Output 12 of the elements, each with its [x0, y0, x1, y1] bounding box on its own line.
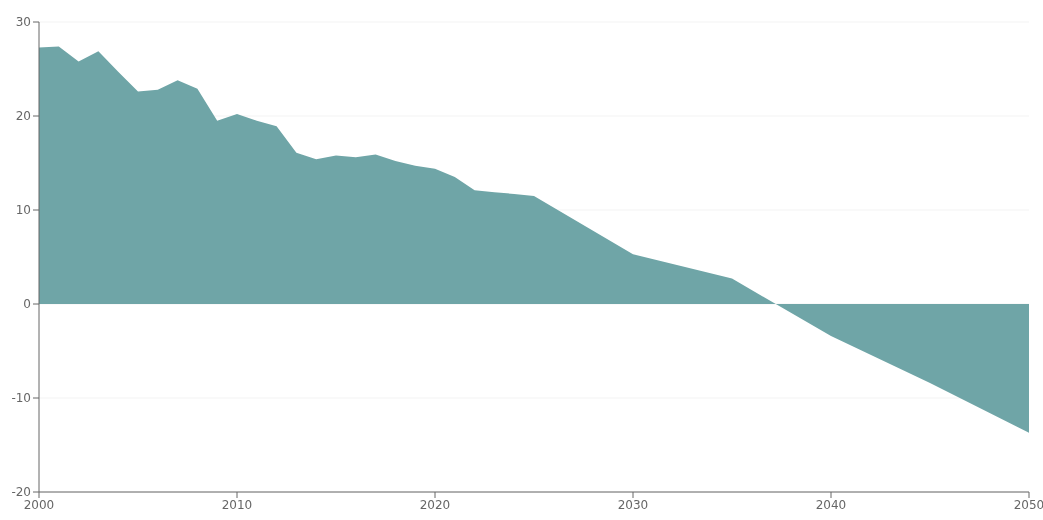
x-tick-label: 2050	[1013, 497, 1043, 512]
y-tick-label: -10	[11, 391, 31, 406]
x-tick-label: 2020	[419, 497, 451, 512]
x-tick-label: 2030	[617, 497, 649, 512]
y-tick-label: 30	[15, 15, 31, 30]
y-tick-label: 0	[23, 297, 31, 312]
y-tick-label: 20	[15, 109, 31, 124]
x-tick-label: 2040	[815, 497, 847, 512]
y-tick-label: -20	[11, 485, 31, 500]
x-tick-label: 2010	[221, 497, 253, 512]
y-tick-label: 10	[15, 203, 31, 218]
x-tick-label: 2000	[23, 497, 55, 512]
